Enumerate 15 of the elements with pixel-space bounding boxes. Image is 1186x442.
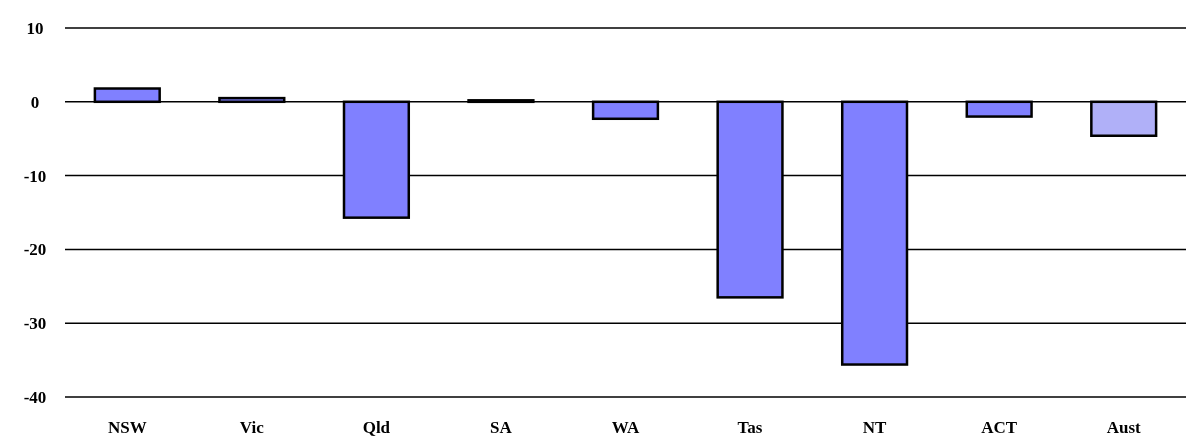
- x-tick-label: NSW: [107, 418, 147, 437]
- x-tick-label: NT: [862, 418, 888, 437]
- y-tick-label: -40: [23, 387, 47, 407]
- x-tick-label: WA: [611, 418, 640, 437]
- x-tick-label: Tas: [737, 418, 763, 437]
- y-tick-label: -10: [23, 166, 47, 186]
- y-tick-label: -20: [23, 240, 47, 260]
- x-tick-label: SA: [490, 418, 513, 437]
- y-tick-label: 10: [26, 18, 44, 38]
- x-tick-label: Vic: [239, 418, 265, 437]
- y-tick-label: 0: [30, 92, 40, 112]
- y-tick-label: -30: [23, 314, 47, 334]
- x-tick-label: Aust: [1106, 418, 1142, 437]
- x-tick-label: ACT: [981, 418, 1018, 437]
- x-tick-label: Qld: [362, 418, 391, 437]
